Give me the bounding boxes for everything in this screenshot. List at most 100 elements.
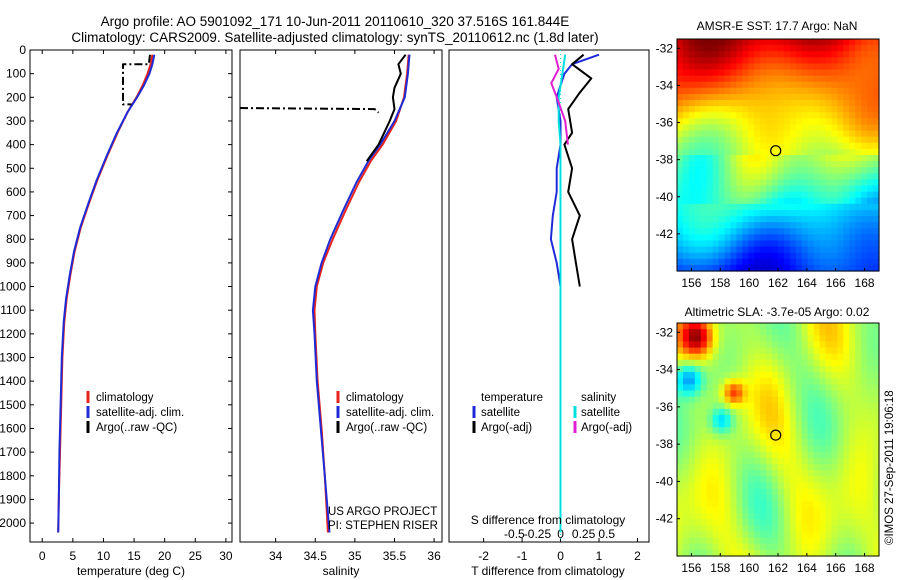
heatmap-cell [843,228,850,235]
heatmap-cell [712,203,720,211]
heatmap-cell [760,246,767,254]
heatmap-cell [766,136,773,144]
heatmap-cell [700,525,708,533]
heatmap-cell [849,136,856,144]
heatmap-cell [789,390,797,398]
heatmap-cell [718,252,726,260]
heatmap-cell [831,482,839,490]
heatmap-cell [849,185,856,193]
heatmap-cell [694,228,702,235]
heatmap-cell [837,347,844,355]
heatmap-cell [682,329,690,336]
legend-label-temp-satellite: satellite [481,407,520,419]
heatmap-cell [724,124,732,132]
heatmap-cell [736,457,743,465]
heatmap-cell [873,197,880,205]
series-line-temperature-argo-adj [563,53,593,287]
heatmap-cell [730,396,738,404]
heatmap-cell [688,494,696,502]
heatmap-cell [760,81,767,89]
heatmap-cell [694,537,702,545]
heatmap-cell [825,39,833,46]
heatmap-cell [724,167,732,174]
temperature-legend: climatology satellite-adj. clim. Argo(..… [86,391,184,434]
heatmap-cell [807,106,815,113]
heatmap-cell [789,179,797,187]
heatmap-cell [801,173,809,181]
lon-tick-label: 160 [739,276,759,290]
heatmap-cell [688,106,696,113]
heatmap-cell [778,185,785,193]
heatmap-cell [783,216,791,223]
heatmap-cell [700,100,708,107]
heatmap-cell [807,75,815,83]
heatmap-cell [772,421,779,428]
heatmap-cell [688,112,696,119]
heatmap-cell [730,402,738,410]
heatmap-cell [754,537,761,545]
heatmap-cell [712,222,720,229]
heatmap-cell [795,258,803,266]
heatmap-cell [712,246,720,254]
heatmap-cell [813,161,821,168]
heatmap-cell [867,476,874,484]
heatmap-cell [825,185,833,193]
heatmap-cell [831,258,839,266]
lon-tick-label: 168 [855,561,875,575]
heatmap-cell [789,63,797,71]
heatmap-cell [813,457,821,465]
heatmap-cell [730,537,738,545]
heatmap-cell [819,329,827,336]
heatmap-cell [760,130,767,138]
heatmap-cell [831,414,839,422]
heatmap-cell [700,390,708,398]
heatmap-cell [677,222,684,229]
heatmap-cell [861,525,868,533]
heatmap-cell [742,179,749,187]
heatmap-cell [742,228,749,235]
heatmap-cell [724,222,732,229]
heatmap-cell [801,445,809,453]
heatmap-cell [700,148,708,156]
heatmap-cell [766,252,773,260]
heatmap-cell [837,488,844,496]
heatmap-cell [760,506,767,514]
heatmap-cell [807,359,815,367]
heatmap-cell [849,197,856,205]
heatmap-cell [795,39,803,46]
heatmap-cell [706,329,714,336]
heatmap-cell [766,396,773,404]
heatmap-cell [700,372,708,379]
heatmap-cell [694,378,702,385]
heatmap-cell [688,155,696,162]
heatmap-cell [718,173,726,181]
heatmap-cell [795,513,803,520]
heatmap-cell [730,209,738,217]
heatmap-cell [736,93,743,101]
heatmap-cell [849,323,856,330]
heatmap-cell [778,519,785,526]
heatmap-cell [706,482,714,490]
heatmap-cell [718,246,726,254]
heatmap-cell [783,75,791,83]
heatmap-cell [831,75,839,83]
heatmap-cell [861,329,868,336]
heatmap-cell [700,112,708,119]
x-tick-label: 5 [70,549,77,563]
heatmap-cell [742,396,749,404]
heatmap-cell [855,258,862,266]
heatmap-cell [677,384,684,392]
heatmap-cell [754,433,761,441]
heatmap-cell [807,87,815,95]
heatmap-cell [736,445,743,453]
heatmap-cell [843,359,850,367]
heatmap-cell [742,130,749,138]
heatmap-cell [795,525,803,533]
heatmap-cell [730,179,738,187]
s-tick-label: 0.25 [572,527,596,541]
heatmap-cell [843,222,850,229]
heatmap-cell [677,359,684,367]
heatmap-cell [849,45,856,52]
heatmap-cell [813,372,821,379]
heatmap-cell [760,427,767,434]
